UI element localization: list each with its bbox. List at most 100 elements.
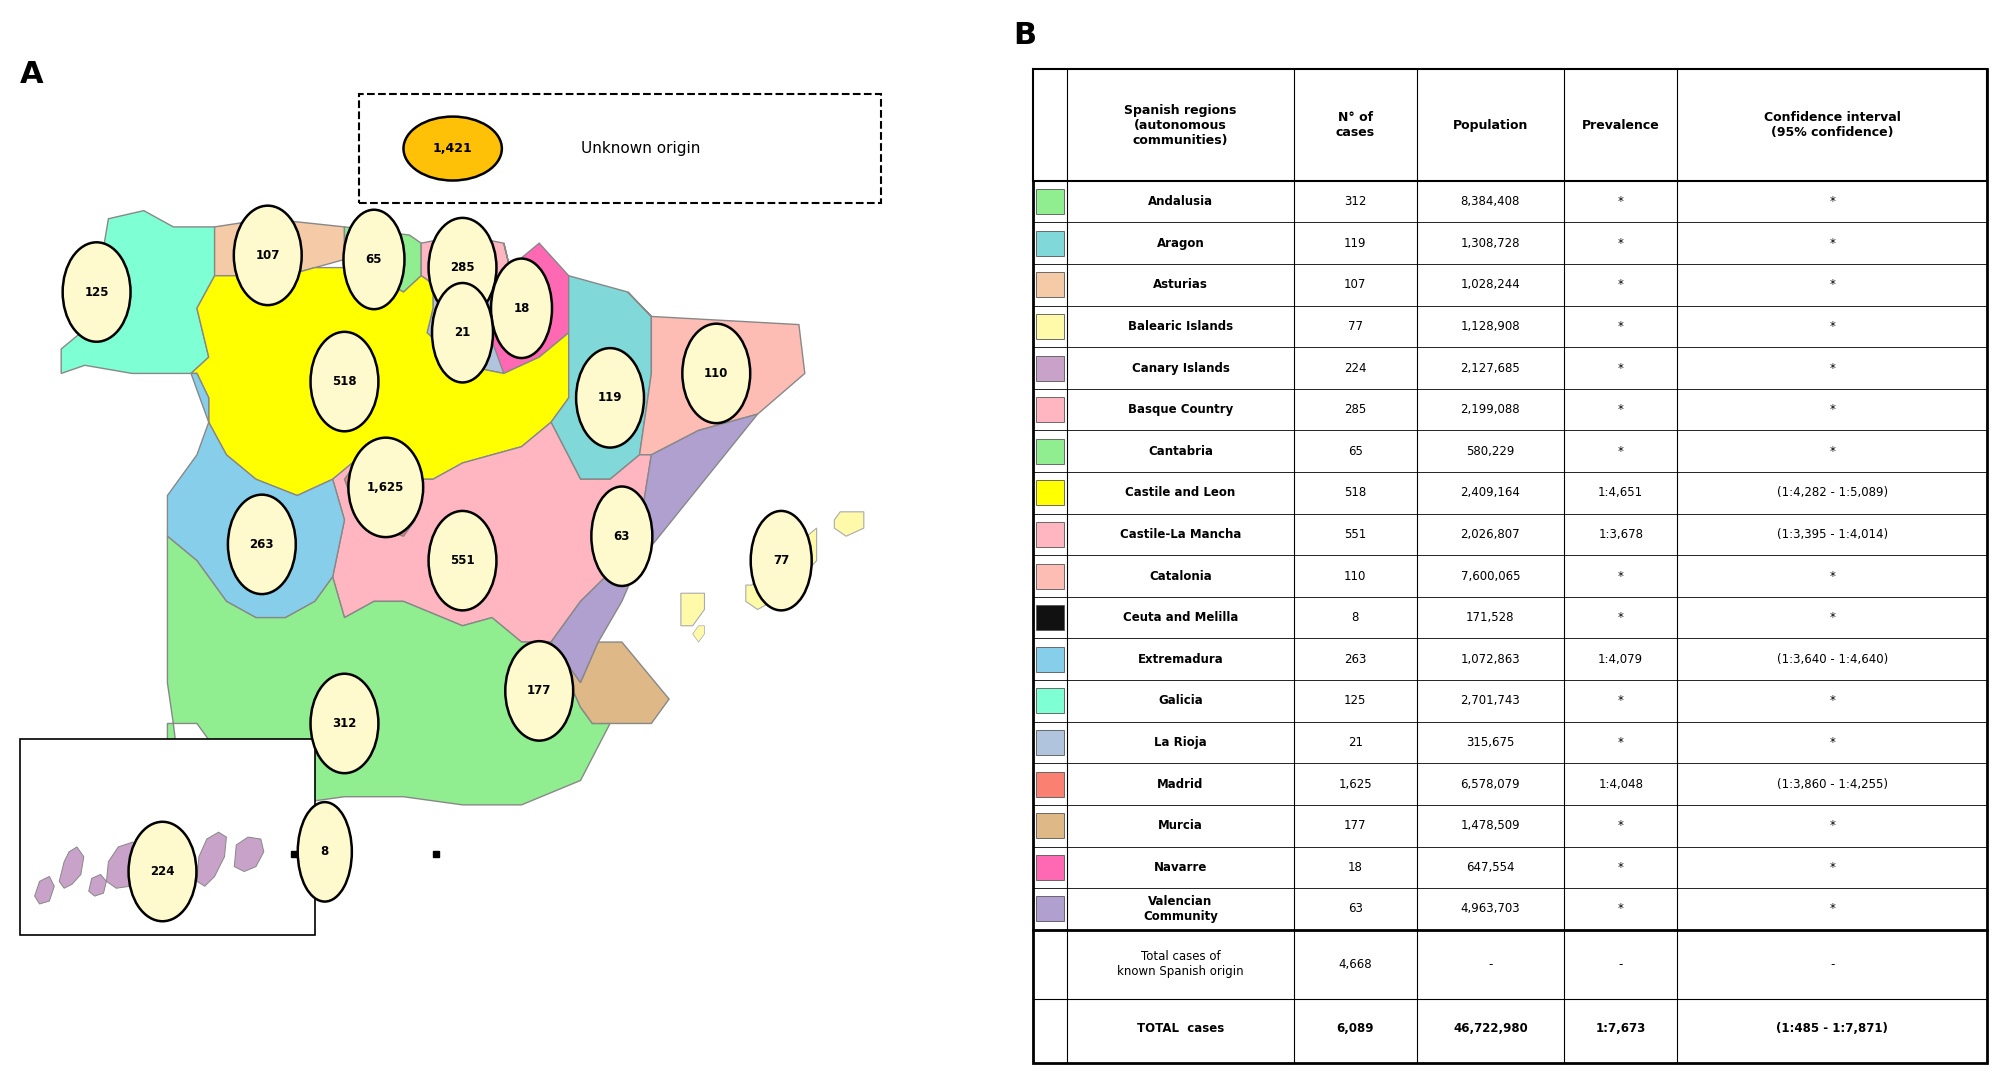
Text: Spanish regions
(autonomous
communities): Spanish regions (autonomous communities): [1124, 104, 1236, 146]
Text: *: *: [1828, 695, 1834, 708]
Text: *: *: [1828, 279, 1834, 292]
Text: 2,409,164: 2,409,164: [1461, 487, 1521, 500]
FancyBboxPatch shape: [1036, 855, 1064, 880]
Text: (1:3,860 - 1:4,255): (1:3,860 - 1:4,255): [1776, 777, 1889, 790]
Ellipse shape: [682, 324, 751, 423]
Text: B: B: [1014, 22, 1036, 51]
Ellipse shape: [311, 332, 379, 431]
Text: 647,554: 647,554: [1467, 861, 1515, 874]
Polygon shape: [747, 528, 817, 609]
Ellipse shape: [429, 511, 496, 610]
Text: *: *: [1618, 695, 1624, 708]
Ellipse shape: [751, 511, 811, 610]
Text: 2,127,685: 2,127,685: [1461, 362, 1519, 375]
FancyBboxPatch shape: [1036, 189, 1064, 215]
Text: Confidence interval
(95% confidence): Confidence interval (95% confidence): [1764, 111, 1901, 139]
Text: *: *: [1618, 903, 1624, 916]
Text: Madrid: Madrid: [1158, 777, 1204, 790]
Text: 77: 77: [773, 554, 789, 567]
FancyBboxPatch shape: [1034, 69, 1987, 1062]
Ellipse shape: [432, 283, 494, 383]
FancyBboxPatch shape: [1036, 688, 1064, 713]
FancyBboxPatch shape: [1036, 813, 1064, 838]
Polygon shape: [421, 235, 510, 292]
Ellipse shape: [429, 218, 496, 318]
Ellipse shape: [311, 674, 379, 773]
FancyBboxPatch shape: [1036, 522, 1064, 547]
Ellipse shape: [403, 117, 502, 181]
Text: *: *: [1828, 195, 1834, 208]
Text: Asturias: Asturias: [1154, 279, 1208, 292]
Text: *: *: [1828, 320, 1834, 333]
Text: 285: 285: [1345, 403, 1367, 416]
FancyBboxPatch shape: [1036, 647, 1064, 672]
Text: Valencian
Community: Valencian Community: [1144, 895, 1218, 922]
Text: *: *: [1828, 362, 1834, 375]
FancyBboxPatch shape: [1036, 564, 1064, 589]
Text: 4,963,703: 4,963,703: [1461, 903, 1519, 916]
Ellipse shape: [343, 209, 405, 309]
Text: Prevalence: Prevalence: [1582, 118, 1660, 131]
Text: 224: 224: [151, 865, 175, 878]
Text: *: *: [1618, 195, 1624, 208]
FancyBboxPatch shape: [1036, 314, 1064, 339]
Text: -: -: [1618, 958, 1624, 971]
FancyBboxPatch shape: [1036, 730, 1064, 754]
Text: 63: 63: [1349, 903, 1363, 916]
FancyBboxPatch shape: [1036, 439, 1064, 464]
Text: 2,701,743: 2,701,743: [1461, 695, 1519, 708]
Text: 1,072,863: 1,072,863: [1461, 653, 1519, 666]
Text: Extremadura: Extremadura: [1138, 653, 1224, 666]
Text: 2,199,088: 2,199,088: [1461, 403, 1519, 416]
Text: *: *: [1828, 903, 1834, 916]
Text: Catalonia: Catalonia: [1150, 569, 1212, 582]
Text: 1:4,079: 1:4,079: [1598, 653, 1644, 666]
Text: 518: 518: [1345, 487, 1367, 500]
Text: 77: 77: [1347, 320, 1363, 333]
Text: 551: 551: [1345, 528, 1367, 541]
Text: 8,384,408: 8,384,408: [1461, 195, 1519, 208]
Text: 6,089: 6,089: [1337, 1021, 1375, 1034]
Polygon shape: [167, 537, 610, 804]
Text: *: *: [1618, 320, 1624, 333]
Text: *: *: [1828, 444, 1834, 457]
Polygon shape: [215, 219, 345, 275]
Text: 1,308,728: 1,308,728: [1461, 236, 1519, 249]
FancyBboxPatch shape: [1034, 69, 1987, 181]
Text: 125: 125: [1345, 695, 1367, 708]
Text: *: *: [1618, 403, 1624, 416]
Text: Murcia: Murcia: [1158, 820, 1202, 833]
Polygon shape: [628, 292, 805, 455]
Polygon shape: [345, 455, 415, 537]
Text: *: *: [1618, 236, 1624, 249]
Polygon shape: [552, 414, 757, 683]
Text: N° of
cases: N° of cases: [1335, 111, 1375, 139]
Text: *: *: [1618, 736, 1624, 749]
Text: Balearic Islands: Balearic Islands: [1128, 320, 1232, 333]
FancyBboxPatch shape: [1036, 397, 1064, 422]
Polygon shape: [552, 275, 652, 479]
Text: 177: 177: [1345, 820, 1367, 833]
Text: Ceuta and Melilla: Ceuta and Melilla: [1122, 611, 1238, 624]
Text: -: -: [1489, 958, 1493, 971]
Text: 224: 224: [1345, 362, 1367, 375]
Text: 107: 107: [1345, 279, 1367, 292]
Bar: [20, 738, 315, 935]
Text: Basque Country: Basque Country: [1128, 403, 1232, 416]
Text: 2,026,807: 2,026,807: [1461, 528, 1519, 541]
Text: *: *: [1828, 861, 1834, 874]
Text: 1:3,678: 1:3,678: [1598, 528, 1644, 541]
Text: TOTAL  cases: TOTAL cases: [1136, 1021, 1224, 1034]
FancyBboxPatch shape: [1036, 231, 1064, 256]
Text: *: *: [1828, 611, 1834, 624]
Text: 7,600,065: 7,600,065: [1461, 569, 1519, 582]
Text: 65: 65: [1349, 444, 1363, 457]
Text: (1:3,640 - 1:4,640): (1:3,640 - 1:4,640): [1776, 653, 1889, 666]
Text: Galicia: Galicia: [1158, 695, 1202, 708]
FancyBboxPatch shape: [1036, 605, 1064, 630]
Text: 263: 263: [249, 538, 275, 551]
Polygon shape: [60, 210, 215, 373]
Ellipse shape: [62, 243, 130, 341]
Text: 285: 285: [450, 261, 476, 274]
Text: *: *: [1828, 736, 1834, 749]
